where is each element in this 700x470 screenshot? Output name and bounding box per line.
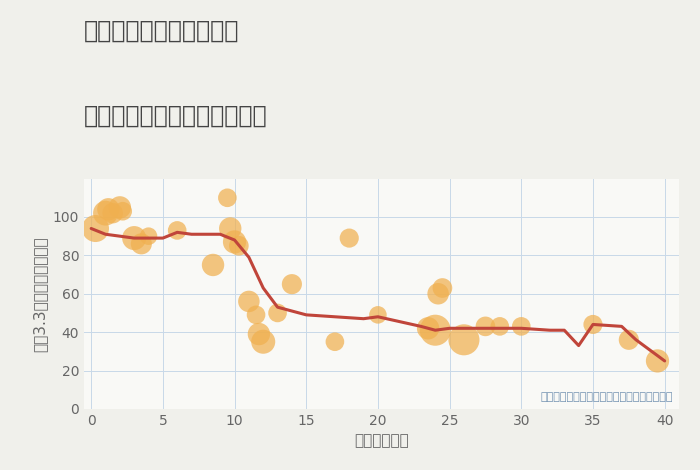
X-axis label: 築年数（年）: 築年数（年） [354,433,409,448]
Point [90,225,101,232]
Point [136,240,147,248]
Point [480,322,491,330]
Point [286,281,297,288]
Point [652,357,663,365]
Point [117,207,128,215]
Point [516,322,527,330]
Point [244,298,255,305]
Text: 円の大きさは、取引のあった物件面積を示す: 円の大きさは、取引のあった物件面積を示す [540,392,673,402]
Point [233,242,244,250]
Point [494,322,505,330]
Text: 千葉県市原市田淵旧日竹: 千葉県市原市田淵旧日竹 [84,19,239,43]
Y-axis label: 坪（3.3㎡）単価（万円）: 坪（3.3㎡）単価（万円） [32,236,47,352]
Point [433,290,444,298]
Point [437,284,448,292]
Point [430,327,441,334]
Point [129,235,140,242]
Point [103,205,114,213]
Point [258,338,269,345]
Point [207,261,218,269]
Point [251,311,262,319]
Text: 築年数別中古マンション価格: 築年数別中古マンション価格 [84,103,267,127]
Point [372,311,384,319]
Point [423,324,434,332]
Point [272,309,284,317]
Point [623,336,634,344]
Point [329,338,340,345]
Point [222,194,233,202]
Point [253,330,265,338]
Point [458,336,470,344]
Point [114,204,125,211]
Point [225,225,236,232]
Point [587,321,598,328]
Point [143,233,154,240]
Point [100,210,111,217]
Point [229,238,240,246]
Point [344,235,355,242]
Point [107,210,118,217]
Point [172,227,183,234]
